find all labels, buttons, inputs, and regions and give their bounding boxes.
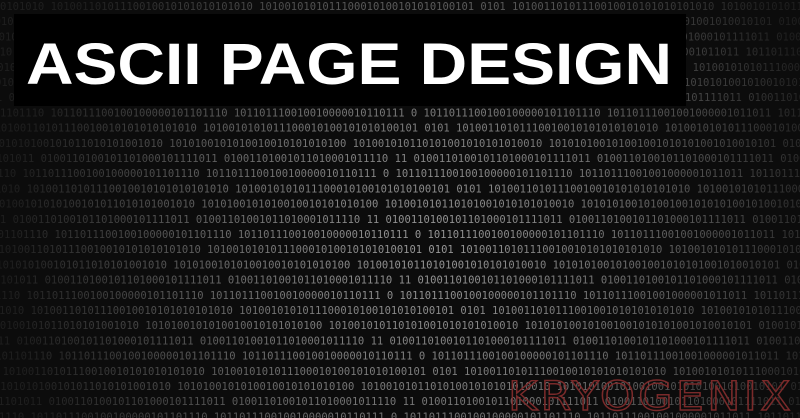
- binary-row: 0100101010100101011010101001010 10101001…: [0, 320, 800, 332]
- binary-row: 1101011 0100110100101101000101111011 010…: [0, 214, 800, 226]
- binary-row: 0101101110 1011011100100100000101101110 …: [0, 107, 800, 119]
- binary-row: 0101010 10100110101110010010101010101010…: [0, 366, 800, 378]
- binary-row: 0100101010100101011010101001010 10101001…: [0, 199, 800, 211]
- binary-row: 0101101110 1011011100100100000101101110 …: [0, 411, 800, 418]
- binary-row: 0101010 10100110101110010010101010101010…: [0, 123, 800, 135]
- binary-row: 0101010 10100110101110010010101010101010…: [0, 1, 800, 13]
- binary-row: 1101011 0100110100101101000101111011 010…: [0, 275, 800, 287]
- binary-row: 0101010 10100110101110010010101010101010…: [0, 183, 800, 195]
- binary-row: 0100101010100101011010101001010 10101001…: [0, 381, 800, 393]
- binary-row: 0101010 10100110101110010010101010101010…: [0, 305, 800, 317]
- binary-row: 1101011 0100110100101101000101111011 010…: [0, 335, 800, 347]
- binary-row: 0100101010100101011010101001010 10101001…: [0, 138, 800, 150]
- binary-row: 0101101110 1011011100100100000101101110 …: [0, 168, 800, 180]
- binary-row: 1101011 0100110100101101000101111011 010…: [0, 396, 800, 408]
- binary-row: 0100101010100101011010101001010 10101001…: [0, 259, 800, 271]
- watermark: KRYOGENIX: [508, 374, 794, 418]
- binary-row: 1101011 0100110100101101000101111011 010…: [0, 153, 800, 165]
- title-box: [14, 14, 686, 106]
- binary-row: 0101101110 1011011100100100000101101110 …: [0, 351, 800, 363]
- binary-row: 0101101110 1011011100100100000101101110 …: [0, 229, 800, 241]
- binary-row: 0101101110 1011011100100100000101101110 …: [0, 290, 800, 302]
- binary-row: 0101010 10100110101110010010101010101010…: [0, 244, 800, 256]
- title: ASCII PAGE DESIGN: [26, 32, 672, 97]
